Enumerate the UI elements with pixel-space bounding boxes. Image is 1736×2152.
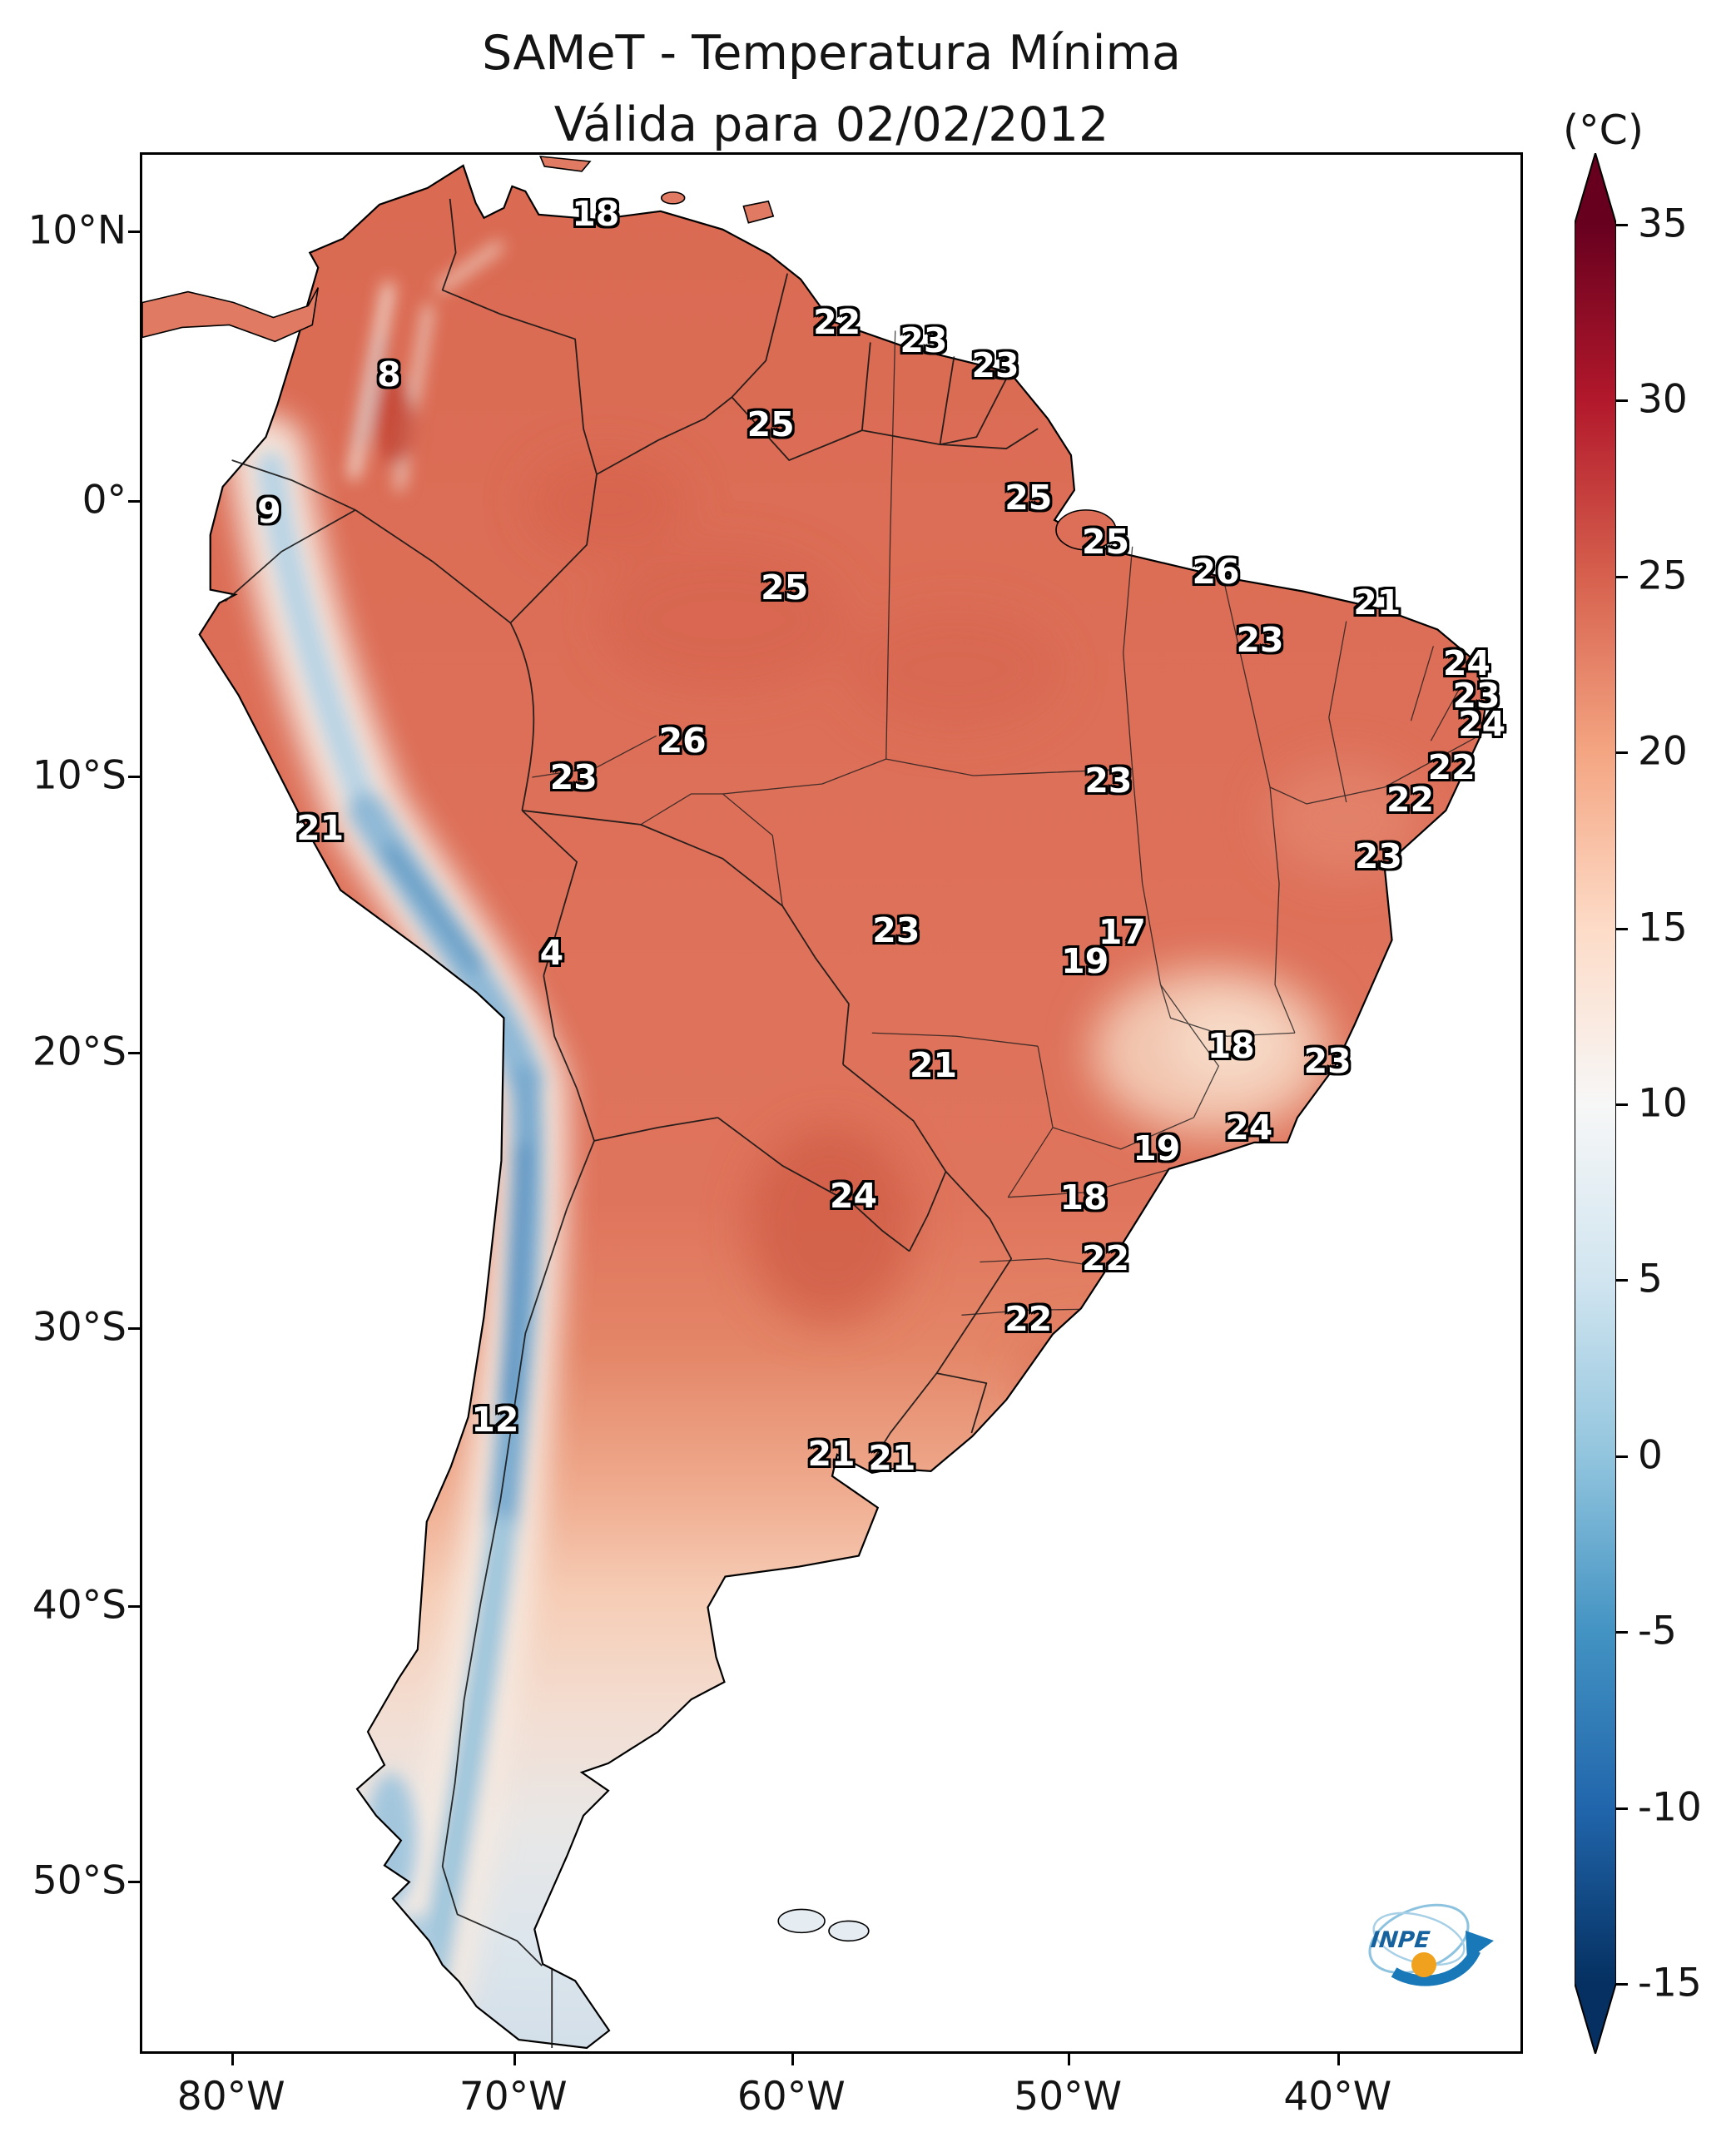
lat-tick-label: 50°S (32, 1857, 126, 1904)
colorbar-bar (1575, 153, 1616, 2054)
trinidad-island (742, 200, 775, 224)
lon-tick-label: 40°W (1283, 2074, 1392, 2120)
colorbar-tickmark (1616, 1279, 1628, 1282)
lon-tickmark (1337, 2054, 1341, 2065)
lat-tickmark (128, 230, 140, 233)
colorbar-tickmark (1616, 1631, 1628, 1634)
logo-arrow-curve (1391, 1947, 1481, 1986)
colorbar-tickmark (1616, 1103, 1628, 1106)
colorbar-tick-label: 0 (1638, 1432, 1663, 1479)
colorbar-tick-label: 15 (1638, 905, 1688, 951)
marajo-island (1055, 509, 1117, 551)
colorbar-tickmark (1616, 751, 1628, 755)
lon-tickmark (791, 2054, 794, 2065)
lon-tick-label: 60°W (737, 2074, 846, 2120)
logo-text: INPE (1370, 1927, 1432, 1953)
colorbar-tickmark (1616, 1455, 1628, 1458)
colorbar-tick-label: 30 (1638, 376, 1688, 423)
falkland-west (777, 1908, 826, 1934)
colorbar-tick-label: 5 (1638, 1256, 1663, 1302)
lon-tick-label: 70°W (459, 2074, 568, 2120)
falkland-east (828, 1920, 870, 1942)
lat-tickmark (128, 1327, 140, 1331)
colorbar-tickmark (1616, 575, 1628, 578)
lon-tick-label: 50°W (1014, 2074, 1123, 2120)
country-borders (225, 198, 1039, 2049)
colorbar-tickmark (1616, 399, 1628, 403)
lat-tick-label: 10°N (27, 207, 126, 254)
state-borders (532, 330, 1480, 1316)
lon-tickmark (1068, 2054, 1071, 2065)
caribbean-fragment (539, 156, 592, 172)
lat-tickmark (128, 1051, 140, 1054)
margarita-island (660, 191, 686, 205)
map-plot-area: 18 22 23 23 8 25 25 9 25 26 25 21 23 24 23 24 26 22 23 23 22… (140, 152, 1523, 2054)
lat-tickmark (128, 1881, 140, 1884)
lon-tickmark (231, 2054, 234, 2065)
colorbar-tickmark (1616, 224, 1628, 226)
colorbar-tick-label: -15 (1638, 1960, 1702, 2006)
colorbar-tick-label: 25 (1638, 553, 1688, 599)
colorbar-tick-label: -5 (1638, 1608, 1677, 1654)
south-america-temperature-map (142, 156, 1488, 2050)
logo-orange-dot (1411, 1952, 1436, 1977)
lat-tickmark (128, 776, 140, 779)
lon-tickmark (513, 2054, 516, 2065)
panama-isthmus (142, 287, 320, 343)
lat-tickmark (128, 1604, 140, 1608)
colorbar-tick-label: 20 (1638, 728, 1688, 775)
lat-tick-label: 30°S (32, 1304, 126, 1351)
islands-and-isthmus (142, 156, 1117, 1942)
lat-tickmark (128, 500, 140, 503)
colorbar-unit-label: (°C) (1563, 107, 1644, 154)
figure-title: SAMeT - Temperatura Mínima Válida para 0… (140, 18, 1523, 161)
colorbar-tick-label: -10 (1638, 1784, 1702, 1831)
colorbar-tick-label: 10 (1638, 1080, 1688, 1127)
title-line1: SAMeT - Temperatura Mínima (482, 26, 1181, 81)
colorbar (1575, 153, 1616, 2054)
title-line2: Válida para 02/02/2012 (553, 97, 1109, 152)
lon-tick-label: 80°W (176, 2074, 285, 2120)
lat-tick-label: 10°S (32, 752, 126, 799)
colorbar-tickmark (1616, 927, 1628, 930)
colorbar-tickmark (1616, 1983, 1628, 1986)
logo-arrow-head (1466, 1931, 1494, 1961)
inpe-logo: INPE (1346, 1879, 1512, 2004)
colorbar-tickmark (1616, 1807, 1628, 1810)
lat-tick-label: 40°S (32, 1582, 126, 1629)
lat-tick-label: 20°S (32, 1029, 126, 1075)
temperature-field-shading (227, 241, 1424, 2021)
colorbar-tick-label: 35 (1638, 201, 1688, 247)
lat-tick-label: 0° (82, 477, 126, 523)
